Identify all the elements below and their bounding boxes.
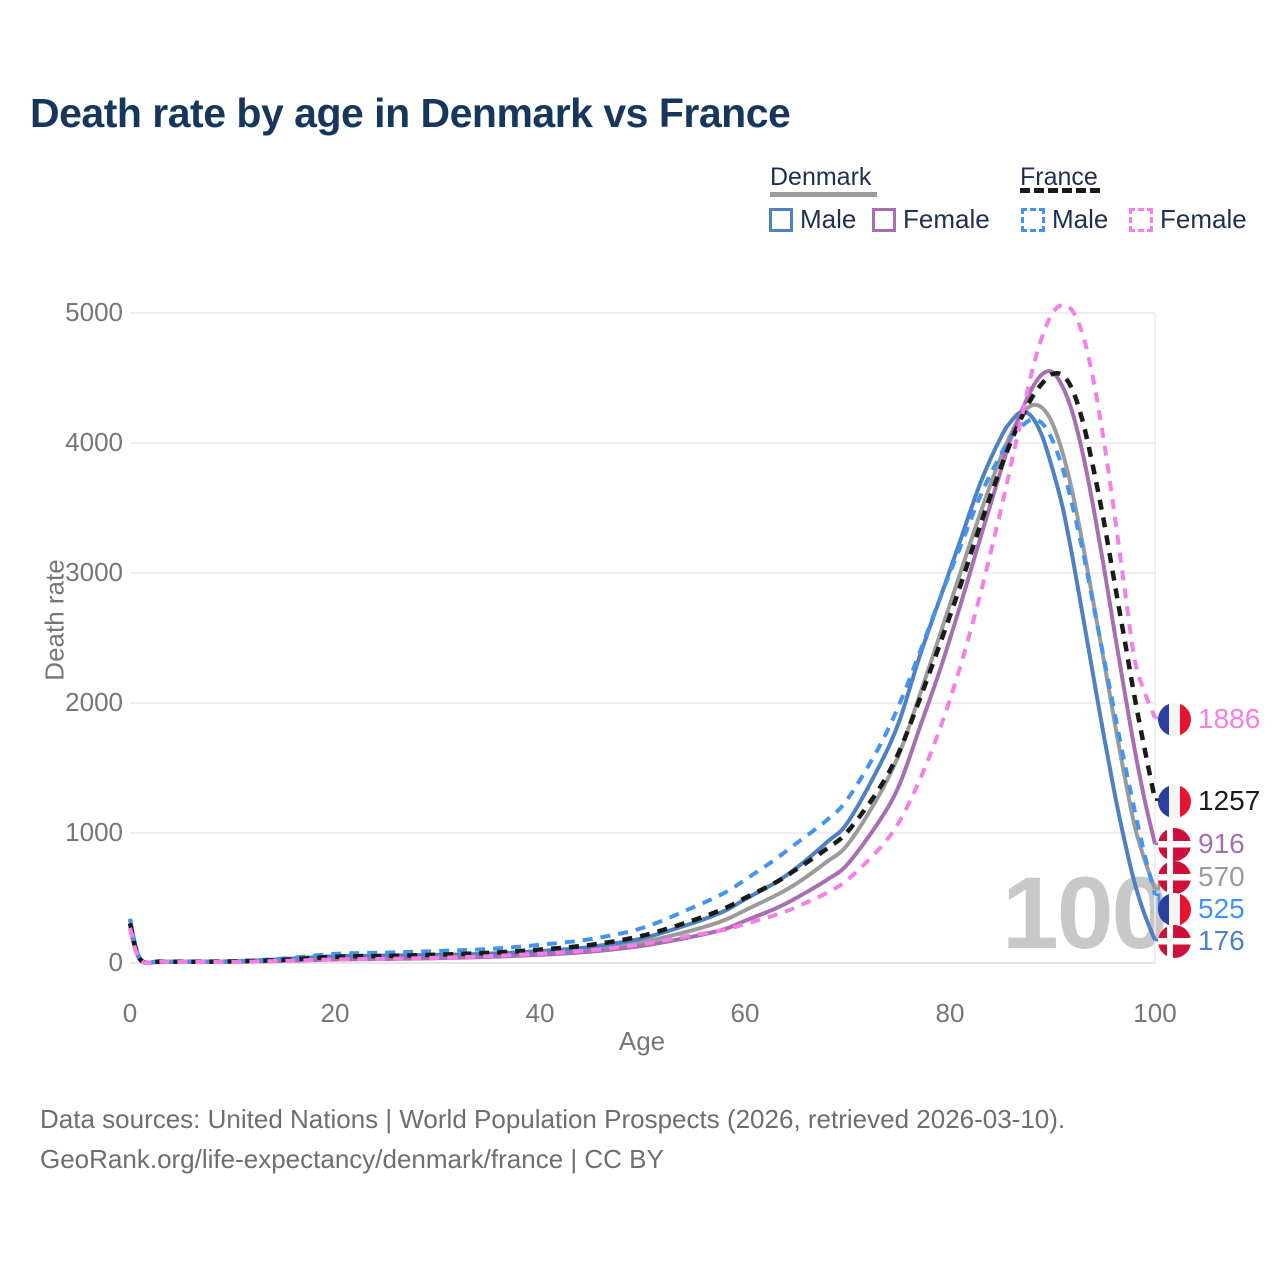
legend-group-france-label: France: [1020, 163, 1098, 191]
end-label-france-total: 1257: [1158, 779, 1260, 823]
denmark-female-swatch-icon: [872, 207, 896, 232]
y-axis-title: Death rate: [39, 559, 70, 681]
y-tick-1000: 1000: [65, 817, 123, 847]
end-label-france-male: 525: [1158, 887, 1245, 931]
data-sources-note: Data sources: United Nations | World Pop…: [40, 1104, 1066, 1134]
france-flag-icon: [1158, 702, 1191, 736]
france-line-sample: [1020, 188, 1100, 193]
end-value: 1886: [1198, 703, 1261, 734]
end-label-france-female: 1886: [1158, 697, 1260, 741]
y-tick-0: 0: [108, 947, 123, 977]
legend-item-denmark-female[interactable]: Female: [872, 204, 990, 235]
x-tick-0: 0: [122, 998, 138, 1028]
x-tick-100: 100: [1133, 998, 1177, 1028]
legend-group-denmark-label: Denmark: [770, 163, 872, 191]
end-value: 570: [1198, 861, 1245, 892]
denmark-flag-icon: [1158, 827, 1191, 861]
france-flag-icon: [1158, 892, 1191, 926]
end-value: 916: [1198, 828, 1245, 859]
y-tick-5000: 5000: [65, 297, 123, 327]
legend-item-label: Female: [1160, 204, 1247, 234]
x-tick-40: 40: [525, 998, 555, 1028]
page-title: Death rate by age in Denmark vs France: [30, 90, 791, 136]
age-watermark: 100: [1002, 856, 1168, 970]
france-female-swatch-icon: [1129, 207, 1153, 232]
x-tick-80: 80: [935, 998, 965, 1028]
x-axis-title: Age: [618, 1026, 666, 1056]
legend-item-denmark-male[interactable]: Male: [769, 204, 856, 235]
y-tick-3000: 3000: [65, 557, 123, 587]
end-value: 1257: [1198, 785, 1261, 816]
x-tick-60: 60: [730, 998, 760, 1028]
legend-item-label: Male: [1052, 204, 1109, 234]
end-label-denmark-male: 176: [1158, 919, 1245, 963]
legend-item-label: Female: [903, 204, 990, 234]
france-flag-icon: [1158, 784, 1191, 818]
denmark-male-swatch-icon: [769, 207, 793, 232]
denmark-line-sample: [770, 192, 877, 197]
end-label-denmark-total: 570: [1158, 855, 1245, 899]
y-tick-4000: 4000: [65, 427, 123, 457]
legend-item-france-male[interactable]: Male: [1021, 204, 1108, 235]
end-value: 176: [1198, 925, 1245, 956]
legend-item-label: Male: [800, 204, 857, 234]
y-tick-2000: 2000: [65, 687, 123, 717]
denmark-flag-icon: [1158, 924, 1191, 958]
france-male-swatch-icon: [1021, 207, 1045, 232]
x-tick-20: 20: [320, 998, 350, 1028]
end-value: 525: [1198, 893, 1245, 924]
end-label-denmark-female: 916: [1158, 822, 1245, 866]
denmark-flag-icon: [1158, 860, 1191, 894]
source-url[interactable]: GeoRank.org/life-expectancy/denmark/fran…: [40, 1144, 664, 1174]
legend-item-france-female[interactable]: Female: [1129, 204, 1247, 235]
